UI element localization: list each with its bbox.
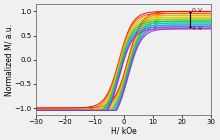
Text: 4 V: 4 V — [192, 26, 203, 31]
Text: 0 V: 0 V — [192, 8, 202, 13]
X-axis label: H/ kOe: H/ kOe — [111, 127, 136, 136]
Y-axis label: Normalized M/ a.u.: Normalized M/ a.u. — [4, 24, 13, 96]
